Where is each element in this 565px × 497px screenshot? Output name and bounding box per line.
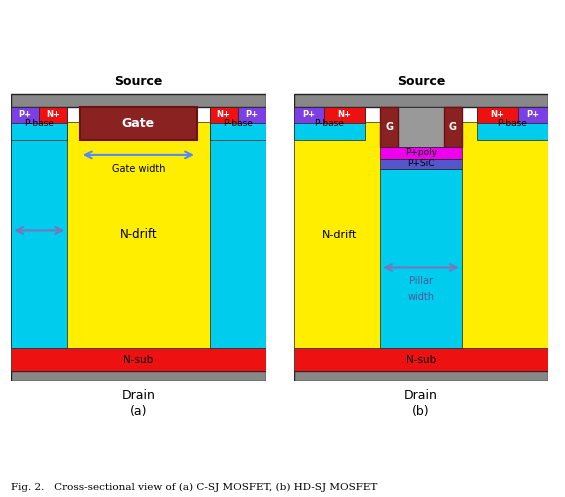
Bar: [11, 106, 40, 123]
Text: N-sub: N-sub: [406, 354, 436, 365]
Text: P+: P+: [19, 110, 32, 119]
Text: N+: N+: [216, 110, 231, 119]
Text: (b): (b): [412, 405, 430, 418]
Bar: [294, 348, 548, 371]
Text: Drain: Drain: [121, 389, 155, 402]
Bar: [40, 106, 67, 123]
Bar: [11, 106, 67, 140]
Bar: [294, 106, 365, 140]
Bar: [477, 106, 518, 123]
Text: P+: P+: [302, 110, 316, 119]
Text: N-sub: N-sub: [123, 354, 154, 365]
Bar: [324, 106, 365, 123]
Text: (a): (a): [130, 405, 147, 418]
Text: P-base: P-base: [498, 119, 527, 128]
Text: width: width: [407, 292, 434, 302]
Bar: [294, 94, 548, 106]
Text: P+: P+: [245, 110, 258, 119]
Text: Source: Source: [397, 75, 445, 87]
Bar: [11, 122, 266, 348]
Text: N-drift: N-drift: [322, 230, 357, 240]
Text: P-base: P-base: [24, 119, 54, 128]
Text: N+: N+: [490, 110, 504, 119]
Text: Source: Source: [114, 75, 163, 87]
Text: G: G: [449, 122, 457, 132]
Bar: [80, 106, 197, 140]
Bar: [294, 371, 548, 381]
Text: N+: N+: [338, 110, 351, 119]
Bar: [11, 371, 266, 381]
Bar: [11, 94, 266, 106]
Text: P-base: P-base: [223, 119, 253, 128]
Text: Pillar: Pillar: [409, 276, 433, 286]
Bar: [210, 106, 238, 123]
Bar: [11, 122, 67, 348]
Text: Gate width: Gate width: [112, 164, 165, 174]
Text: P+poly: P+poly: [405, 149, 437, 158]
Text: P+: P+: [526, 110, 540, 119]
Bar: [210, 106, 266, 140]
Bar: [444, 106, 462, 147]
Bar: [518, 106, 548, 123]
Text: N+: N+: [46, 110, 60, 119]
Bar: [477, 106, 548, 140]
Bar: [380, 106, 462, 147]
Text: Drain: Drain: [404, 389, 438, 402]
Text: Fig. 2.   Cross-sectional view of (a) C-SJ MOSFET, (b) HD-SJ MOSFET: Fig. 2. Cross-sectional view of (a) C-SJ…: [11, 483, 377, 492]
Bar: [294, 106, 324, 123]
Text: G: G: [385, 122, 393, 132]
Bar: [11, 348, 266, 371]
Bar: [380, 147, 462, 159]
Text: Gate: Gate: [122, 117, 155, 130]
Bar: [238, 106, 266, 123]
Bar: [380, 106, 398, 147]
Text: N-drift: N-drift: [120, 229, 157, 242]
Bar: [380, 169, 462, 348]
Text: P-base: P-base: [315, 119, 344, 128]
Bar: [380, 159, 462, 169]
Bar: [294, 122, 548, 348]
Text: P+SiC: P+SiC: [407, 159, 434, 168]
Bar: [210, 122, 266, 348]
